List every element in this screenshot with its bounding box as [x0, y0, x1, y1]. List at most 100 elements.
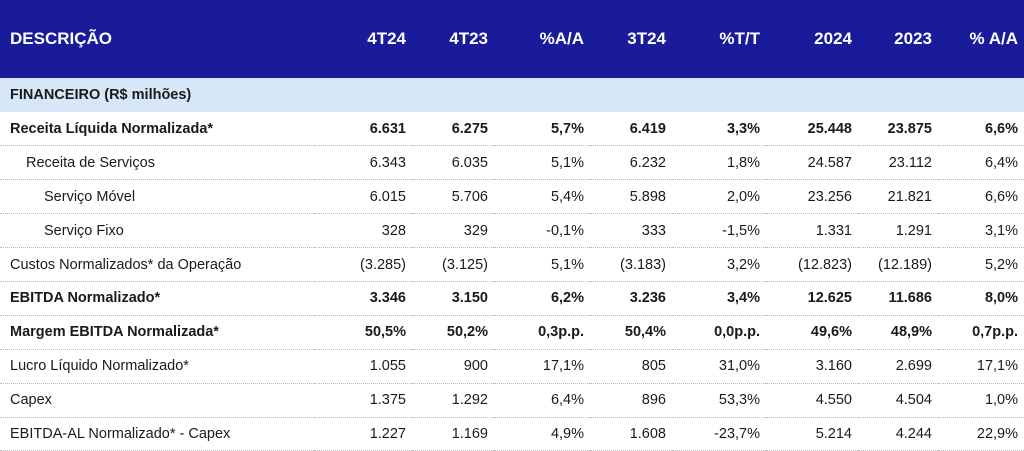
cell: 6,4% — [494, 383, 590, 418]
cell: 6.631 — [314, 112, 412, 147]
cell: 8,0% — [938, 281, 1024, 316]
cell: 900 — [412, 349, 494, 384]
cell: 3.346 — [314, 281, 412, 316]
header-4t23: 4T23 — [449, 29, 488, 48]
header-2024: 2024 — [814, 29, 852, 48]
table-header-row: DESCRIÇÃO 4T24 4T23 %A/A 3T24 %T/T 2024 … — [0, 0, 1024, 78]
cell: 1,0% — [938, 383, 1024, 418]
table-row: Custos Normalizados* da Operação (3.285)… — [0, 247, 1024, 282]
cell: -1,5% — [672, 213, 766, 249]
cell: 1,8% — [672, 145, 766, 181]
cell: 6,6% — [938, 179, 1024, 215]
cell: 6.275 — [412, 112, 494, 147]
table-row: Serviço Fixo 328 329 -0,1% 333 -1,5% 1.3… — [0, 213, 1024, 249]
cell: 6.015 — [314, 179, 412, 215]
row-label: Receita de Serviços — [0, 145, 314, 181]
row-label: Margem EBITDA Normalizada* — [0, 315, 314, 350]
cell: (12.189) — [858, 247, 938, 282]
cell: 48,9% — [858, 315, 938, 350]
cell: 5.214 — [766, 417, 858, 451]
cell: 5,1% — [494, 145, 590, 181]
cell: 6,4% — [938, 145, 1024, 181]
cell: 3,2% — [672, 247, 766, 282]
header-3t24: 3T24 — [627, 29, 666, 48]
section-title: FINANCEIRO (R$ milhões) — [10, 87, 192, 103]
cell: 3.236 — [590, 281, 672, 316]
cell: 6,2% — [494, 281, 590, 316]
cell: 21.821 — [858, 179, 938, 215]
cell: 23.256 — [766, 179, 858, 215]
cell: (12.823) — [766, 247, 858, 282]
cell: 17,1% — [938, 349, 1024, 384]
row-label: Capex — [0, 383, 314, 418]
table-row: Serviço Móvel 6.015 5.706 5,4% 5.898 2,0… — [0, 179, 1024, 215]
row-label: Lucro Líquido Normalizado* — [0, 349, 314, 384]
cell: 3,3% — [672, 112, 766, 147]
cell: -0,1% — [494, 213, 590, 249]
row-label: Receita Líquida Normalizada* — [0, 112, 314, 147]
row-label: EBITDA Normalizado* — [0, 281, 314, 316]
cell: 3,4% — [672, 281, 766, 316]
cell: 4.244 — [858, 417, 938, 451]
cell: 4,9% — [494, 417, 590, 451]
cell: 5,7% — [494, 112, 590, 147]
cell: 0,7p.p. — [938, 315, 1024, 350]
cell: 53,3% — [672, 383, 766, 418]
cell: 3,1% — [938, 213, 1024, 249]
table-row: EBITDA Normalizado* 3.346 3.150 6,2% 3.2… — [0, 281, 1024, 316]
header-descricao: DESCRIÇÃO — [10, 29, 113, 48]
cell: 23.875 — [858, 112, 938, 147]
cell: 5.706 — [412, 179, 494, 215]
cell: 1.292 — [412, 383, 494, 418]
cell: 329 — [412, 213, 494, 249]
cell: 2,0% — [672, 179, 766, 215]
cell: 333 — [590, 213, 672, 249]
cell: 49,6% — [766, 315, 858, 350]
cell: 24.587 — [766, 145, 858, 181]
cell: 805 — [590, 349, 672, 384]
cell: (3.125) — [412, 247, 494, 282]
cell: 31,0% — [672, 349, 766, 384]
cell: 6.419 — [590, 112, 672, 147]
cell: 6.035 — [412, 145, 494, 181]
cell: 50,5% — [314, 315, 412, 350]
cell: 896 — [590, 383, 672, 418]
cell: 17,1% — [494, 349, 590, 384]
header-2023: 2023 — [894, 29, 932, 48]
cell: 6.343 — [314, 145, 412, 181]
header-pct-aa-year: % A/A — [969, 29, 1019, 48]
table-row: Receita de Serviços 6.343 6.035 5,1% 6.2… — [0, 145, 1024, 181]
cell: 12.625 — [766, 281, 858, 316]
header-pct-tt: %T/T — [719, 29, 760, 48]
header-pct-aa: %A/A — [539, 29, 584, 48]
cell: 11.686 — [858, 281, 938, 316]
table-row: Capex 1.375 1.292 6,4% 896 53,3% 4.550 4… — [0, 383, 1024, 418]
cell: 50,4% — [590, 315, 672, 350]
cell: 22,9% — [938, 417, 1024, 451]
cell: 5,1% — [494, 247, 590, 282]
cell: 5,4% — [494, 179, 590, 215]
cell: 328 — [314, 213, 412, 249]
cell: 3.160 — [766, 349, 858, 384]
cell: -23,7% — [672, 417, 766, 451]
table-row: Receita Líquida Normalizada* 6.631 6.275… — [0, 112, 1024, 147]
cell: 2.699 — [858, 349, 938, 384]
cell: 3.150 — [412, 281, 494, 316]
row-label: EBITDA-AL Normalizado* - Capex — [0, 417, 314, 451]
cell: 4.550 — [766, 383, 858, 418]
cell: 6,6% — [938, 112, 1024, 147]
cell: (3.285) — [314, 247, 412, 282]
cell: 6.232 — [590, 145, 672, 181]
cell: 5.898 — [590, 179, 672, 215]
section-row: FINANCEIRO (R$ milhões) — [0, 78, 1024, 112]
table-row: Margem EBITDA Normalizada* 50,5% 50,2% 0… — [0, 315, 1024, 350]
cell: 1.169 — [412, 417, 494, 451]
cell: 1.608 — [590, 417, 672, 451]
cell: 50,2% — [412, 315, 494, 350]
cell: 1.291 — [858, 213, 938, 249]
header-4t24: 4T24 — [367, 29, 406, 48]
cell: 25.448 — [766, 112, 858, 147]
cell: 0,3p.p. — [494, 315, 590, 350]
